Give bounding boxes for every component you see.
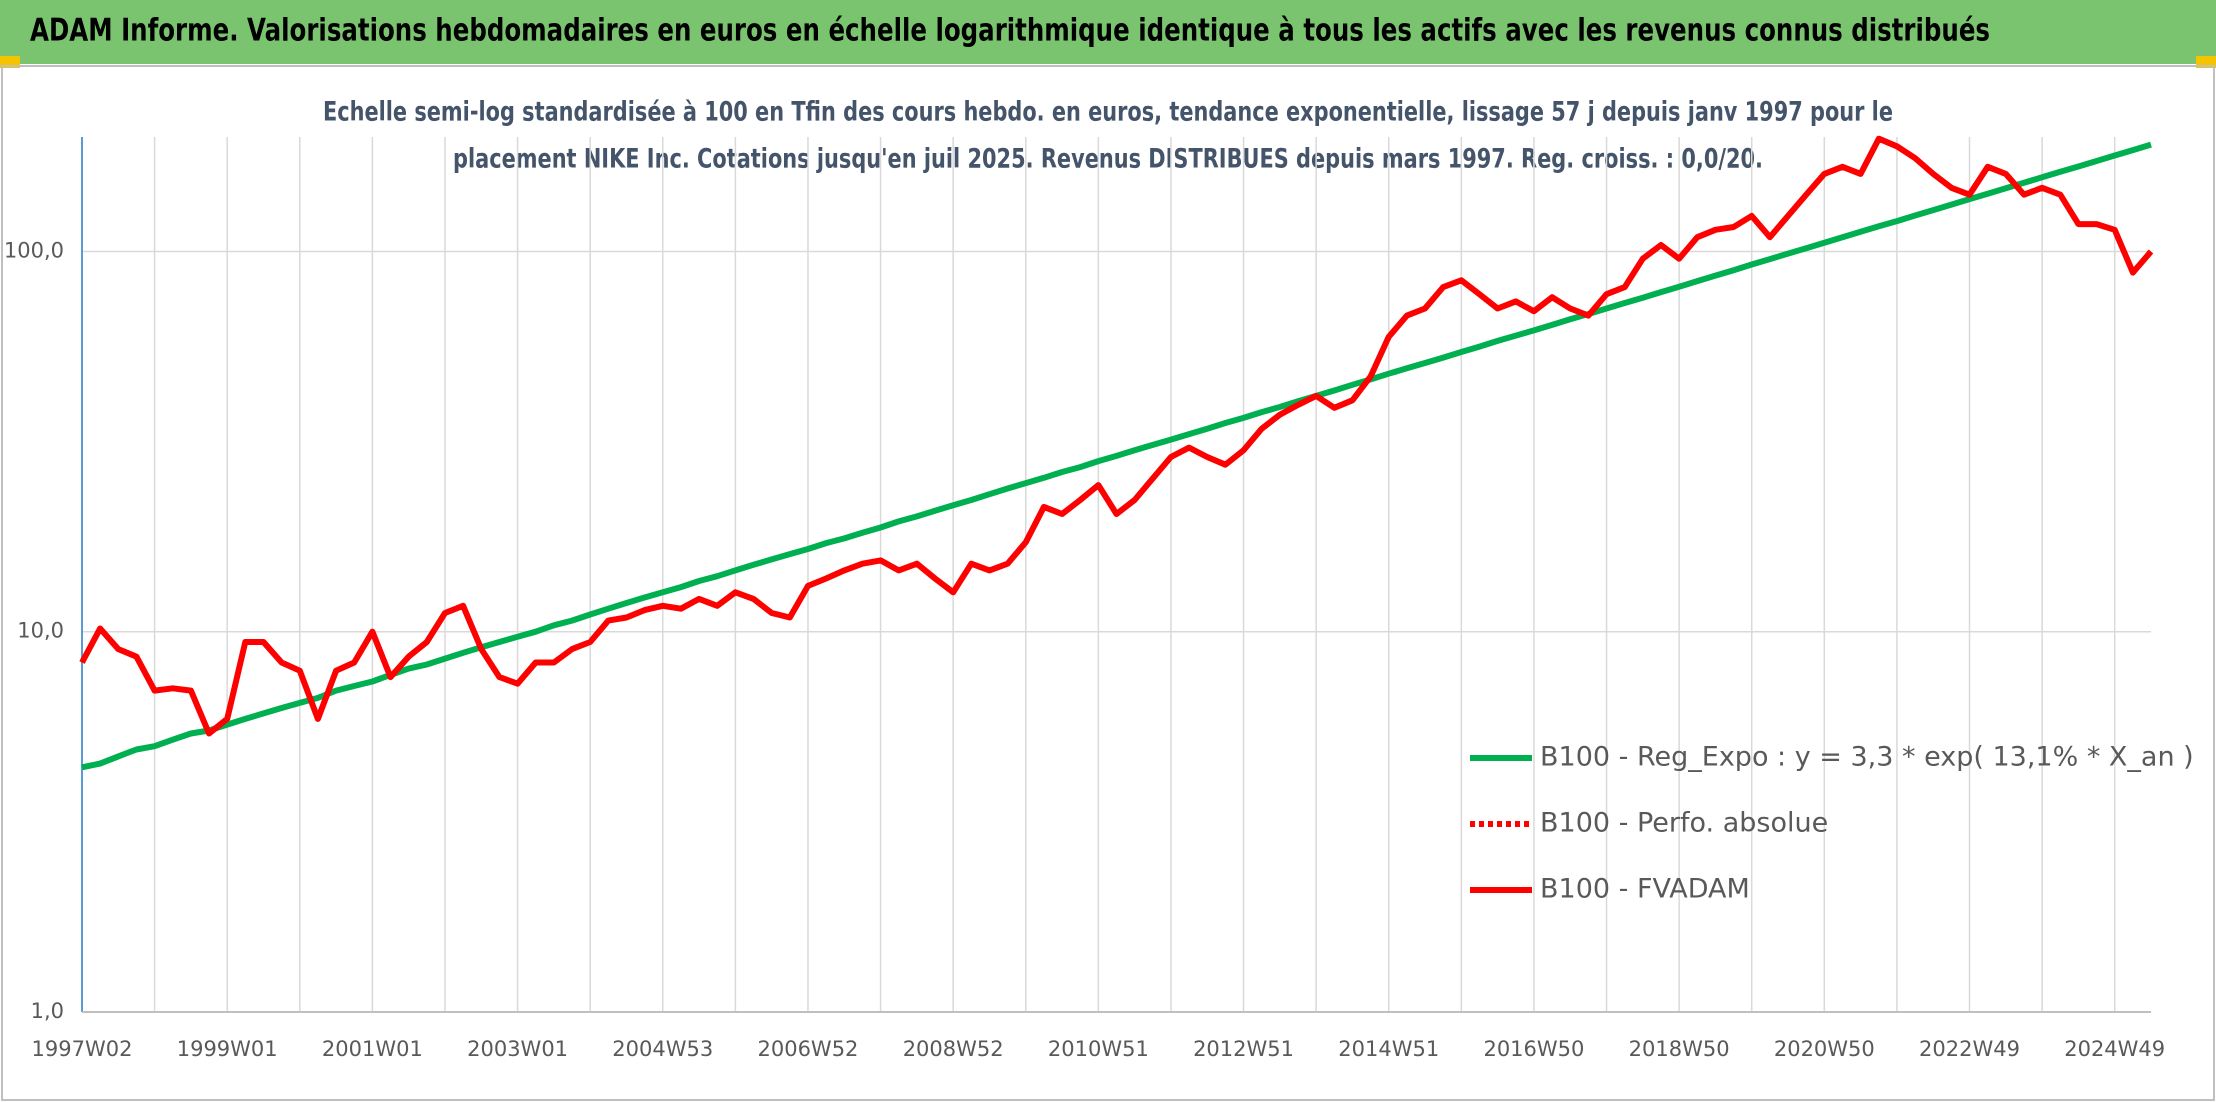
header-band [0,0,2216,64]
chart-frame [1,65,2215,1101]
chart-subtitle: placement NIKE Inc. Cotations jusqu'en j… [453,144,1763,175]
x-tick-label: 2001W01 [322,1037,423,1061]
x-tick-label: 2014W51 [1338,1037,1439,1061]
x-tick-label: 1997W02 [32,1037,133,1061]
x-tick-label: 2010W51 [1048,1037,1149,1061]
chart-subtitle: Echelle semi-log standardisée à 100 en T… [323,97,1893,128]
x-tick-label: 1999W01 [177,1037,278,1061]
x-tick-label: 2022W49 [1919,1037,2020,1061]
series-line [79,135,2154,737]
y-tick-label: 100,0 [4,238,64,262]
legend-label: B100 - Reg_Expo : y = 3,3 * exp( 13,1% *… [1540,742,2194,773]
x-tick-label: 2008W52 [903,1037,1004,1061]
x-tick-label: 2003W01 [467,1037,568,1061]
x-tick-label: 2020W50 [1774,1037,1875,1061]
y-tick-label: 1,0 [31,999,64,1023]
y-tick-label: 10,0 [17,619,64,643]
x-tick-label: 2024W49 [2064,1037,2165,1061]
chart-title: ADAM Informe. Valorisations hebdomadaire… [30,13,1990,49]
x-tick-label: 2018W50 [1629,1037,1730,1061]
legend-label: B100 - Perfo. absolue [1540,808,1828,839]
legend-label: B100 - FVADAM [1540,874,1750,905]
x-tick-label: 2012W51 [1193,1037,1294,1061]
x-tick-label: 2016W50 [1483,1037,1584,1061]
x-tick-label: 2004W53 [612,1037,713,1061]
series-line [81,141,2152,771]
x-tick-label: 2006W52 [757,1037,858,1061]
